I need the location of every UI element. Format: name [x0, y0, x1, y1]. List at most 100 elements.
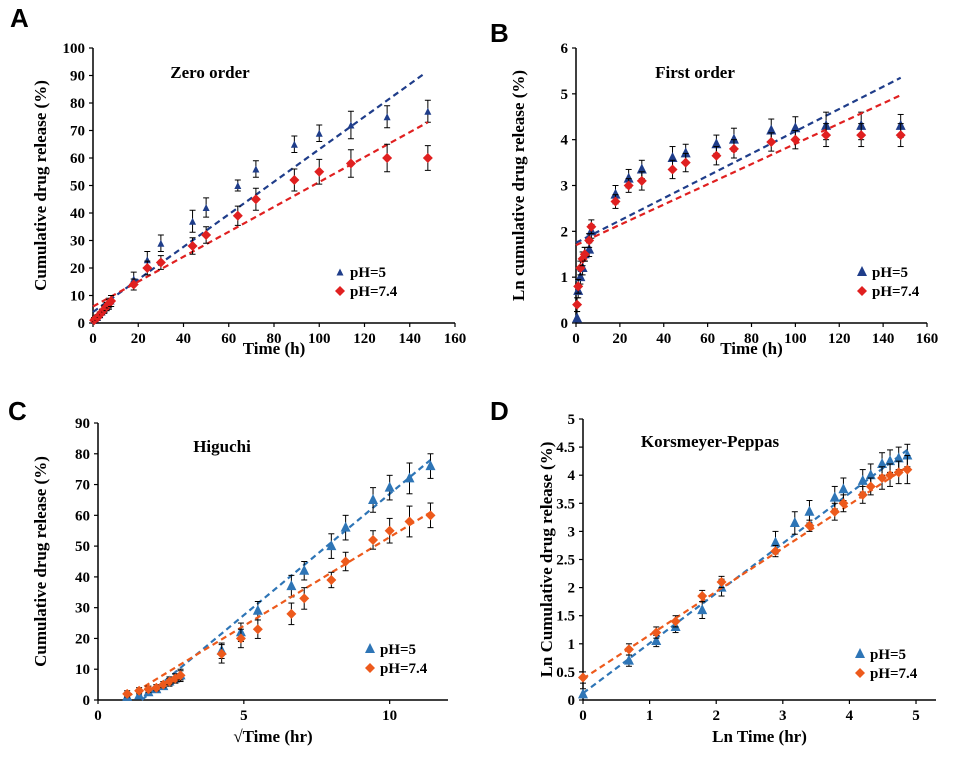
- series-ph7-4: [572, 94, 906, 313]
- data-point: [623, 644, 634, 655]
- y-tick-label: 0: [83, 693, 91, 709]
- data-point: [252, 624, 263, 635]
- data-point: [728, 143, 739, 154]
- data-point: [347, 121, 355, 129]
- data-point: [143, 684, 154, 695]
- legend-marker: [335, 286, 345, 296]
- data-point: [821, 130, 832, 141]
- panel-d-korsmeyer-peppas: 0 0.5 1 1.5 2 2.5 3 3.5 4 4.5 5 0 1 2 3 4 5 Ln Time (hr) L…: [537, 412, 936, 746]
- data-point: [586, 221, 597, 232]
- data-point: [425, 510, 436, 521]
- x-tick-label: 60: [700, 331, 715, 347]
- trend-line: [126, 511, 432, 698]
- panel-letter-a: A: [10, 3, 29, 33]
- data-point: [201, 230, 212, 240]
- data-point: [857, 474, 868, 485]
- data-point: [895, 130, 906, 141]
- data-point: [838, 498, 849, 509]
- data-point: [314, 166, 325, 177]
- trend-line: [575, 76, 902, 244]
- data-point: [383, 113, 391, 121]
- legend-label: pH=5: [350, 265, 386, 281]
- x-tick-label: 60: [221, 331, 236, 347]
- data-point: [578, 688, 588, 699]
- y-tick-label: 0: [561, 316, 569, 332]
- data-point: [106, 296, 117, 306]
- y-axis-label: Cumulative drug release (%): [31, 456, 50, 667]
- y-tick-label: 80: [75, 447, 90, 463]
- data-point: [187, 241, 198, 251]
- y-tick-label: 10: [75, 662, 90, 678]
- data-point: [766, 124, 777, 135]
- data-point: [299, 564, 310, 575]
- legend-marker: [857, 286, 867, 296]
- y-tick-label: 30: [70, 234, 85, 250]
- data-point: [728, 133, 739, 144]
- x-tick-label: 120: [353, 331, 376, 347]
- y-tick-label: 2.5: [556, 553, 575, 569]
- panel-letter-d: D: [490, 396, 509, 426]
- data-point: [877, 457, 888, 468]
- x-tick-label: 10: [382, 708, 397, 724]
- x-tick-label: 40: [176, 331, 191, 347]
- panel-c-higuchi: 0 10 20 30 40 50 60 70 80 90 0 5 10 √Time (hr) Cumulat…: [31, 416, 448, 746]
- y-tick-label: 60: [70, 151, 85, 167]
- data-point: [134, 685, 145, 696]
- series-ph7-4: [89, 121, 433, 326]
- data-point: [235, 633, 246, 644]
- data-point: [404, 516, 415, 527]
- data-point: [422, 153, 433, 163]
- y-tick-label: 60: [75, 508, 90, 524]
- data-point: [885, 470, 896, 481]
- y-tick-label: 0.5: [556, 665, 575, 681]
- data-point: [865, 469, 876, 480]
- x-tick-label: 120: [828, 331, 851, 347]
- data-point: [584, 235, 595, 246]
- y-tick-label: 5: [561, 87, 569, 103]
- data-point: [770, 546, 781, 557]
- x-tick-label: 1: [646, 708, 654, 724]
- data-point: [829, 491, 840, 502]
- data-point: [368, 534, 379, 545]
- x-tick-label: 20: [612, 331, 627, 347]
- panel-letter-b: B: [490, 18, 509, 48]
- data-point: [857, 489, 868, 500]
- data-point: [575, 271, 586, 282]
- y-tick-label: 70: [70, 124, 85, 140]
- y-tick-label: 10: [70, 289, 85, 305]
- data-point: [902, 449, 913, 460]
- data-point: [893, 467, 904, 478]
- y-tick-label: 40: [70, 206, 85, 222]
- legend-marker: [857, 266, 867, 276]
- data-point: [573, 281, 584, 292]
- data-point: [711, 138, 722, 149]
- legend-marker: [336, 268, 344, 276]
- data-point: [790, 122, 801, 133]
- data-point: [766, 136, 777, 147]
- data-point: [651, 634, 662, 645]
- y-tick-label: 20: [70, 261, 85, 277]
- y-tick-label: 40: [75, 570, 90, 586]
- data-point: [326, 574, 337, 585]
- data-point: [252, 165, 260, 173]
- trend-line: [92, 121, 429, 308]
- data-point: [636, 175, 647, 186]
- data-point: [289, 175, 300, 185]
- y-tick-label: 4: [561, 133, 569, 149]
- trend-line: [92, 71, 427, 313]
- y-tick-label: 3.5: [556, 496, 575, 512]
- data-point: [345, 158, 356, 169]
- y-tick-label: 2: [561, 224, 569, 240]
- data-point: [804, 520, 815, 531]
- legend-marker: [855, 648, 865, 658]
- data-point: [636, 163, 647, 174]
- data-point: [128, 279, 139, 290]
- data-point: [804, 505, 815, 516]
- x-tick-label: 5: [240, 708, 248, 724]
- x-axis-label: √Time (hr): [233, 727, 312, 746]
- data-point: [610, 188, 621, 199]
- y-tick-label: 70: [75, 478, 90, 494]
- data-point: [368, 493, 379, 504]
- data-point: [856, 130, 867, 141]
- y-tick-label: 4: [568, 468, 576, 484]
